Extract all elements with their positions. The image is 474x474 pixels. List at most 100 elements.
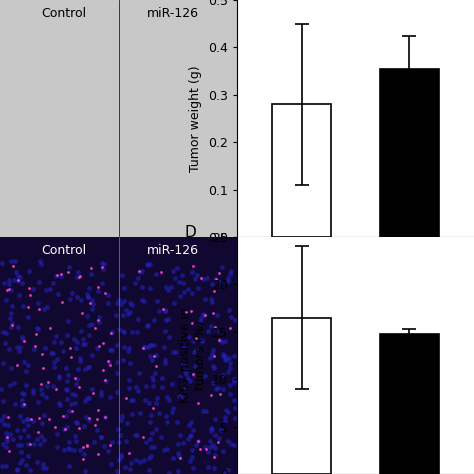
Point: [24, 421, 32, 428]
Point: [196, 318, 204, 325]
Point: [21, 426, 28, 433]
Point: [14, 276, 21, 283]
Point: [13, 465, 21, 473]
Point: [0, 359, 7, 367]
Point: [133, 328, 140, 336]
Point: [160, 447, 167, 454]
Point: [15, 291, 22, 299]
Point: [149, 374, 156, 381]
Point: [101, 289, 109, 296]
Point: [25, 361, 32, 369]
Point: [54, 430, 61, 438]
Point: [19, 302, 27, 310]
Point: [161, 306, 169, 313]
Point: [84, 293, 91, 301]
Point: [0, 386, 5, 393]
Point: [49, 349, 57, 357]
Point: [145, 466, 153, 474]
Point: [20, 337, 28, 345]
Point: [77, 296, 85, 303]
Point: [125, 449, 133, 457]
Point: [107, 460, 115, 468]
Point: [30, 440, 37, 448]
Point: [72, 380, 80, 388]
Point: [135, 315, 142, 322]
Point: [189, 371, 197, 378]
Point: [67, 401, 75, 408]
Point: [90, 301, 97, 308]
Point: [188, 453, 195, 460]
Point: [209, 280, 216, 287]
Point: [99, 260, 106, 267]
Point: [113, 467, 120, 474]
Point: [211, 323, 219, 331]
Point: [159, 305, 166, 312]
Point: [4, 421, 12, 429]
Point: [154, 298, 161, 305]
Point: [216, 269, 223, 276]
Point: [212, 275, 220, 283]
Point: [19, 418, 27, 425]
Point: [93, 426, 101, 434]
Point: [85, 321, 92, 329]
Point: [50, 358, 57, 366]
Point: [98, 279, 105, 287]
Point: [146, 399, 153, 407]
Point: [175, 452, 182, 460]
Point: [20, 358, 28, 365]
Point: [109, 346, 116, 354]
Point: [0, 397, 6, 405]
Point: [188, 290, 196, 297]
Point: [227, 390, 234, 397]
Point: [11, 400, 19, 408]
Point: [204, 448, 212, 456]
Point: [173, 264, 181, 272]
Point: [173, 418, 181, 426]
Point: [84, 293, 92, 301]
Point: [73, 419, 81, 427]
Point: [210, 454, 218, 461]
Point: [39, 364, 46, 372]
Point: [1, 339, 9, 347]
Point: [7, 257, 15, 265]
Point: [147, 411, 155, 419]
Point: [215, 384, 222, 392]
Point: [113, 389, 120, 396]
Point: [89, 296, 96, 303]
Point: [79, 335, 87, 343]
Point: [118, 412, 126, 419]
Point: [225, 354, 233, 362]
Point: [216, 390, 223, 398]
Point: [3, 438, 11, 445]
Point: [21, 400, 28, 408]
Point: [5, 447, 12, 455]
Point: [194, 285, 202, 292]
Point: [217, 336, 224, 344]
Point: [3, 433, 11, 440]
Point: [162, 308, 169, 315]
Point: [81, 365, 89, 373]
Point: [72, 344, 80, 352]
Point: [226, 381, 234, 389]
Point: [147, 443, 155, 450]
Point: [149, 404, 157, 412]
Point: [228, 313, 235, 321]
Point: [16, 347, 23, 355]
Point: [116, 456, 123, 464]
Point: [186, 377, 194, 384]
Point: [120, 328, 128, 336]
Point: [79, 455, 87, 463]
Point: [136, 410, 144, 417]
Point: [82, 397, 89, 405]
Point: [149, 383, 157, 390]
Point: [57, 272, 65, 280]
Point: [141, 344, 148, 351]
Point: [18, 456, 26, 464]
Point: [149, 376, 157, 384]
Point: [128, 410, 136, 418]
Point: [52, 385, 60, 392]
Point: [210, 465, 218, 472]
Point: [168, 409, 176, 416]
Point: [91, 325, 99, 332]
Point: [224, 437, 232, 445]
